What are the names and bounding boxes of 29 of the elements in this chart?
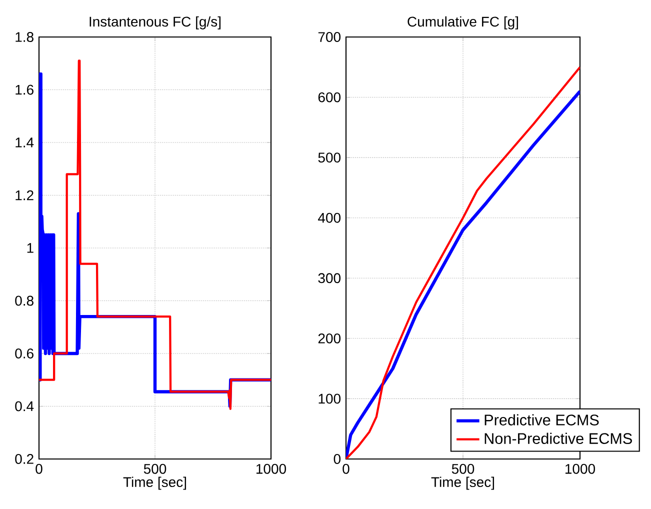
y-tick-label: 1.6	[16, 84, 34, 95]
x-tick-label: 1000	[256, 464, 286, 474]
y-tick-label: 0.2	[15, 454, 34, 464]
y-tick-label: 1.8	[16, 32, 34, 42]
x-tick-label: 500	[144, 464, 166, 474]
y-tick-label: 0.6	[15, 348, 34, 358]
x-tick-label: 0	[342, 464, 350, 474]
x-axis-title: Time [sec]	[431, 476, 494, 490]
y-tick-label: 100	[318, 394, 341, 404]
y-tick-label: 600	[318, 92, 341, 102]
y-tick-label: 300	[318, 273, 341, 284]
chart-title: Cumulative FC [g]	[408, 16, 518, 30]
x-axis-title: Time [sec]	[123, 476, 186, 490]
y-tick-label: 200	[318, 333, 341, 344]
y-tick-label: 500	[318, 152, 341, 163]
y-tick-label: 400	[318, 212, 341, 223]
y-tick-label: 0.8	[15, 296, 34, 306]
y-tick-label: 1.4	[16, 138, 34, 148]
y-tick-label: 0	[334, 454, 341, 464]
x-tick-label: 1000	[565, 464, 596, 474]
chart-title: Instantenous FC [g/s]	[90, 16, 221, 30]
x-tick-label: 500	[452, 464, 474, 474]
y-tick-label: 1	[27, 243, 34, 253]
y-tick-label: 1.2	[16, 190, 34, 200]
legend-label: Non-Predictive ECMS	[484, 432, 632, 444]
x-tick-label: 0	[36, 464, 42, 474]
y-tick-label: 700	[318, 32, 341, 42]
legend-label: Predictive ECMS	[484, 414, 599, 426]
y-tick-label: 0.4	[15, 401, 34, 412]
